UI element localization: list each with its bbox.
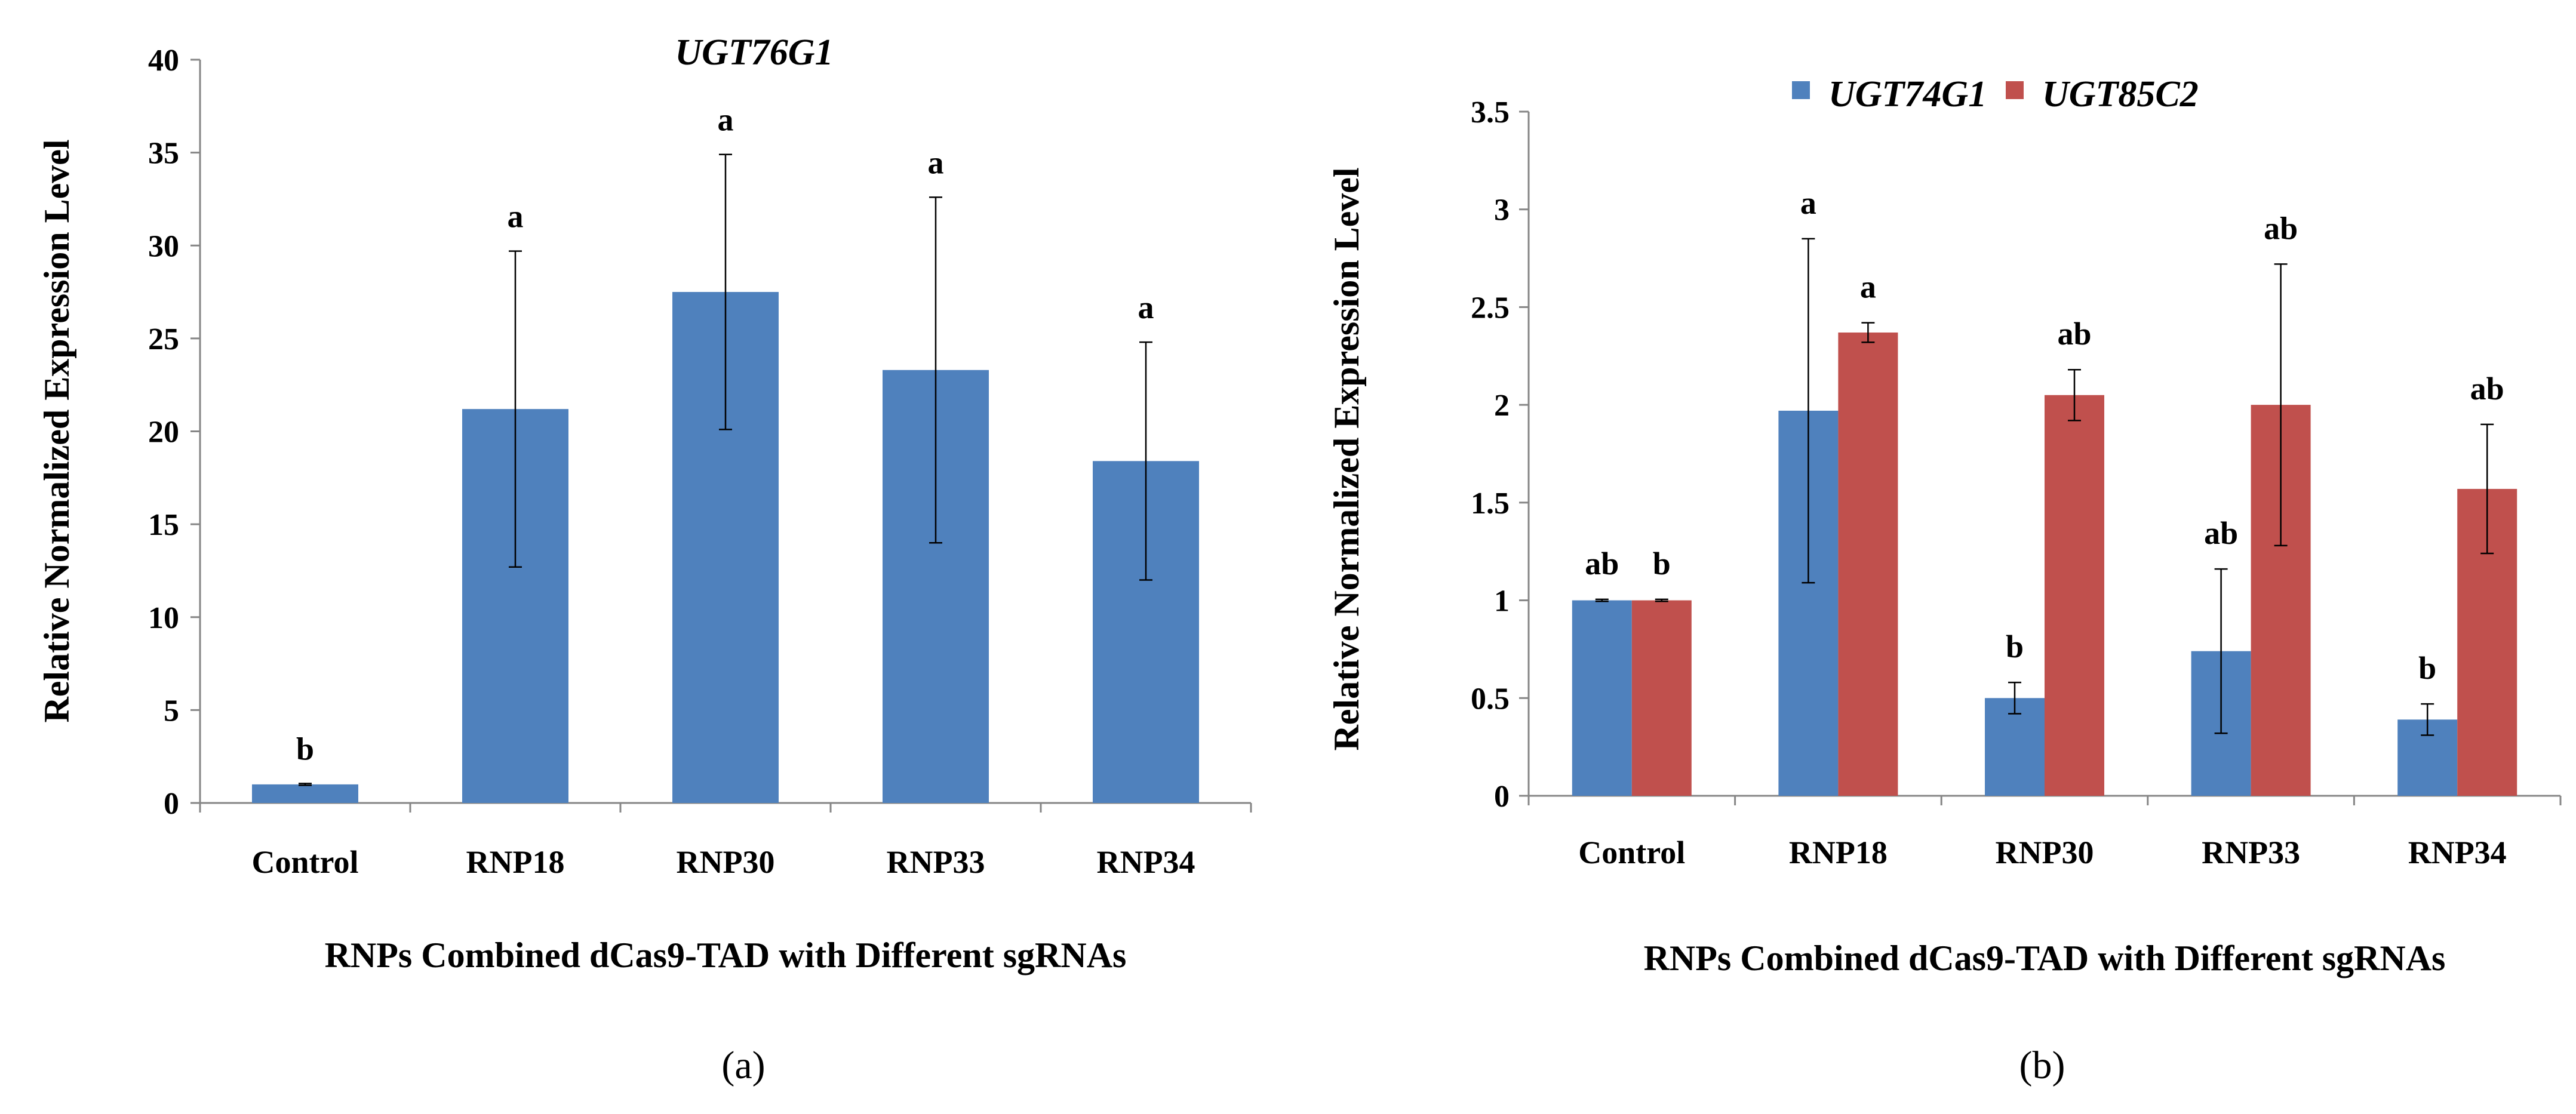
y-tick-label: 3: [1494, 193, 1510, 227]
y-tick-label: 30: [148, 229, 179, 263]
significance-label: a: [508, 199, 524, 235]
significance-label: a: [928, 144, 944, 180]
panel-label: (a): [721, 1044, 765, 1087]
category-label: RNP33: [887, 844, 985, 880]
category-label: Control: [251, 844, 358, 880]
legend-label: UGT74G1: [1828, 74, 1987, 115]
significance-label: ab: [2057, 316, 2091, 352]
category-label: RNP33: [2202, 835, 2300, 870]
y-axis-title: Relative Normalized Expression Level: [37, 139, 76, 722]
x-axis-title: RNPs Combined dCas9-TAD with Different s…: [325, 935, 1127, 975]
category-label: RNP30: [1996, 835, 2094, 870]
significance-label: a: [1860, 269, 1876, 305]
category-label: RNP34: [1097, 844, 1195, 880]
category-label: RNP30: [677, 844, 775, 880]
y-tick-label: 0: [164, 787, 179, 821]
bar: [1631, 600, 1692, 796]
y-tick-label: 25: [148, 322, 179, 356]
y-tick-label: 1.5: [1471, 487, 1510, 521]
significance-label: a: [1800, 185, 1816, 221]
bar: [1838, 332, 1898, 796]
y-tick-label: 35: [148, 137, 179, 171]
significance-label: ab: [1585, 546, 1619, 581]
chart-title: UGT76G1: [675, 32, 833, 73]
y-tick-label: 15: [148, 508, 179, 542]
bar: [252, 784, 358, 803]
y-tick-label: 1: [1494, 584, 1510, 618]
chart-panel-a: 0 5 10 15 20 25 30 35 40 Control b RNP18 a RNP30 a RNP3…: [37, 32, 1252, 1087]
y-tick-label: 5: [164, 694, 179, 728]
y-tick-label: 2.5: [1471, 291, 1510, 325]
bar: [2045, 395, 2104, 796]
category-label: RNP18: [1789, 835, 1888, 870]
significance-label: ab: [2264, 210, 2298, 246]
significance-label: b: [1653, 546, 1671, 581]
category-label: RNP34: [2408, 835, 2507, 870]
legend-label: UGT85C2: [2042, 74, 2199, 115]
bar: [1572, 600, 1632, 796]
y-tick-label: 0.5: [1471, 682, 1510, 716]
y-tick-label: 3.5: [1471, 96, 1510, 130]
y-axis-title: Relative Normalized Expression Level: [1327, 167, 1366, 750]
panel-label: (b): [2019, 1044, 2065, 1087]
y-tick-label: 40: [148, 44, 179, 78]
significance-label: b: [2006, 629, 2024, 664]
x-axis-title: RNPs Combined dCas9-TAD with Different s…: [1644, 938, 2446, 978]
legend-swatch: [1792, 81, 1810, 99]
significance-label: b: [296, 731, 314, 767]
y-tick-label: 0: [1494, 780, 1510, 814]
legend-swatch: [2006, 81, 2024, 99]
significance-label: b: [2418, 650, 2436, 686]
y-tick-label: 2: [1494, 389, 1510, 423]
significance-label: a: [1138, 290, 1154, 325]
category-label: RNP18: [466, 844, 565, 880]
category-label: Control: [1578, 835, 1685, 870]
significance-label: ab: [2204, 515, 2238, 551]
y-tick-label: 20: [148, 416, 179, 450]
significance-label: ab: [2470, 371, 2504, 407]
significance-label: a: [718, 102, 734, 138]
y-tick-label: 10: [148, 601, 179, 635]
